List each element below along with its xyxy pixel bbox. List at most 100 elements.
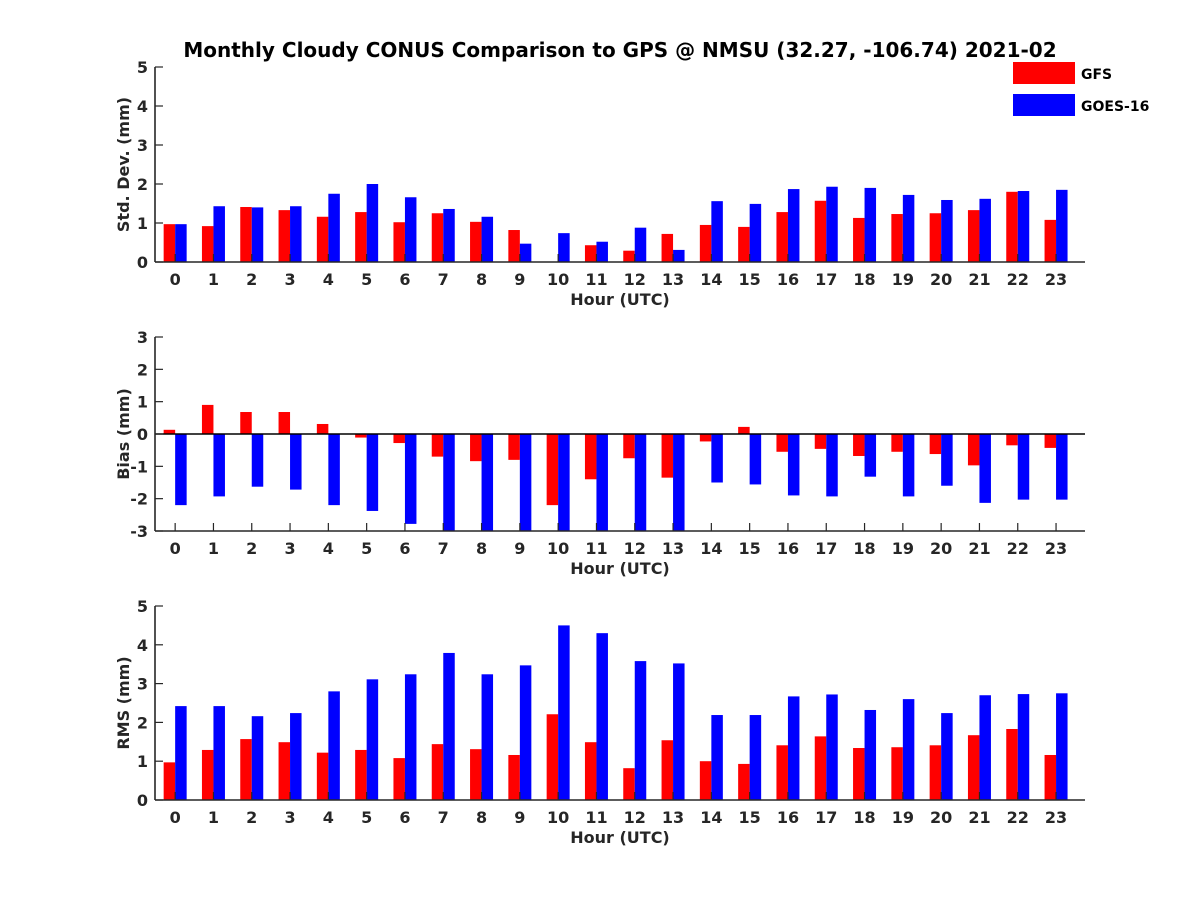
y-axis-title: RMS (mm): [114, 656, 133, 749]
bar-gfs-hour-11: [584, 434, 597, 480]
x-tick-label: 8: [476, 808, 487, 827]
x-tick-label: 20: [930, 539, 952, 558]
bar-gfs-hour-14: [699, 761, 712, 800]
bar-gfs-hour-3: [278, 742, 291, 800]
bar-goes16-hour-9: [519, 434, 532, 531]
x-tick-label: 12: [624, 539, 646, 558]
x-tick-label: 17: [815, 270, 837, 289]
x-tick-label: 7: [438, 270, 449, 289]
bar-gfs-hour-14: [699, 434, 712, 442]
bar-gfs-hour-22: [1006, 434, 1018, 446]
bar-gfs-hour-15: [738, 763, 750, 800]
bar-gfs-hour-6: [393, 222, 405, 262]
x-axis-title: Hour (UTC): [570, 559, 670, 578]
bar-goes16-hour-8: [481, 434, 494, 531]
x-tick-label: 16: [777, 270, 799, 289]
bar-gfs-hour-10: [546, 714, 559, 800]
bar-goes16-hour-18: [864, 187, 877, 262]
bar-gfs-hour-6: [393, 758, 405, 800]
x-tick-label: 5: [361, 539, 372, 558]
legend-swatch-gfs: [1013, 62, 1075, 84]
x-tick-label: 8: [476, 539, 487, 558]
x-tick-label: 21: [968, 539, 990, 558]
bar-goes16-hour-6: [404, 434, 417, 524]
bar-goes16-hour-4: [328, 193, 340, 262]
bar-gfs-hour-22: [1006, 191, 1018, 262]
bar-gfs-hour-0: [163, 429, 176, 434]
x-tick-label: 9: [514, 539, 525, 558]
bar-goes16-hour-1: [213, 206, 225, 262]
bar-goes16-hour-11: [596, 633, 608, 800]
bar-goes16-hour-6: [404, 674, 417, 800]
bar-goes16-hour-2: [251, 207, 264, 262]
bar-goes16-hour-11: [596, 241, 608, 262]
bar-gfs-hour-8: [470, 221, 482, 262]
x-tick-label: 22: [1007, 539, 1029, 558]
x-tick-label: 19: [892, 270, 914, 289]
x-tick-label: 18: [853, 808, 875, 827]
x-tick-label: 8: [476, 270, 487, 289]
bar-goes16-hour-23: [1056, 693, 1068, 800]
bar-gfs-hour-18: [853, 217, 865, 262]
x-tick-label: 17: [815, 539, 837, 558]
bar-gfs-hour-3: [278, 210, 291, 262]
x-tick-label: 5: [361, 808, 372, 827]
y-tick-label: -1: [130, 457, 148, 476]
bar-goes16-hour-1: [213, 706, 225, 800]
legend: GFS GOES-16: [1013, 62, 1149, 116]
bar-goes16-hour-21: [979, 198, 991, 262]
bar-gfs-hour-20: [929, 434, 942, 455]
x-tick-label: 6: [399, 270, 410, 289]
x-tick-label: 2: [246, 539, 257, 558]
bar-gfs-hour-16: [776, 745, 788, 800]
y-tick-label: 3: [137, 328, 148, 347]
x-axis-title: Hour (UTC): [570, 290, 670, 309]
legend-label-gfs: GFS: [1081, 67, 1112, 83]
bar-gfs-hour-4: [316, 423, 329, 434]
x-tick-label: 0: [170, 270, 181, 289]
bar-goes16-hour-21: [979, 434, 991, 503]
bar-goes16-hour-5: [366, 184, 379, 262]
bar-gfs-hour-5: [355, 434, 367, 438]
bar-gfs-hour-0: [163, 762, 176, 800]
bar-goes16-hour-4: [328, 434, 340, 506]
x-tick-label: 2: [246, 808, 257, 827]
x-tick-label: 15: [739, 808, 761, 827]
y-tick-label: 0: [137, 253, 148, 272]
x-tick-label: 4: [323, 270, 334, 289]
bar-gfs-hour-5: [355, 212, 367, 262]
x-tick-label: 20: [930, 808, 952, 827]
x-tick-label: 5: [361, 270, 372, 289]
legend-label-goes16: GOES-16: [1081, 99, 1149, 115]
bar-goes16-hour-20: [941, 434, 953, 486]
bar-goes16-hour-17: [826, 434, 838, 497]
bar-gfs-hour-19: [891, 747, 903, 800]
bar-goes16-hour-5: [366, 679, 379, 800]
bar-goes16-hour-20: [941, 199, 953, 262]
bar-goes16-hour-12: [634, 434, 647, 531]
x-tick-label: 10: [547, 808, 569, 827]
x-tick-label: 14: [700, 808, 722, 827]
bar-gfs-hour-0: [163, 224, 176, 262]
x-tick-label: 12: [624, 808, 646, 827]
bar-gfs-hour-12: [623, 768, 635, 800]
y-tick-label: 4: [137, 636, 148, 655]
bar-gfs-hour-2: [240, 739, 252, 800]
bar-goes16-hour-2: [251, 716, 264, 800]
x-tick-label: 18: [853, 270, 875, 289]
bar-gfs-hour-9: [508, 754, 520, 800]
x-tick-label: 13: [662, 270, 684, 289]
bar-gfs-hour-13: [661, 434, 674, 478]
bar-goes16-hour-15: [749, 715, 762, 800]
bar-gfs-hour-19: [891, 434, 903, 452]
bar-gfs-hour-13: [661, 740, 674, 800]
bar-gfs-hour-4: [316, 752, 329, 800]
x-tick-label: 3: [284, 808, 295, 827]
bar-gfs-hour-16: [776, 434, 788, 452]
bar-goes16-hour-0: [175, 706, 187, 800]
bar-gfs-hour-18: [853, 748, 865, 800]
bar-gfs-hour-20: [929, 745, 942, 800]
x-tick-label: 16: [777, 808, 799, 827]
